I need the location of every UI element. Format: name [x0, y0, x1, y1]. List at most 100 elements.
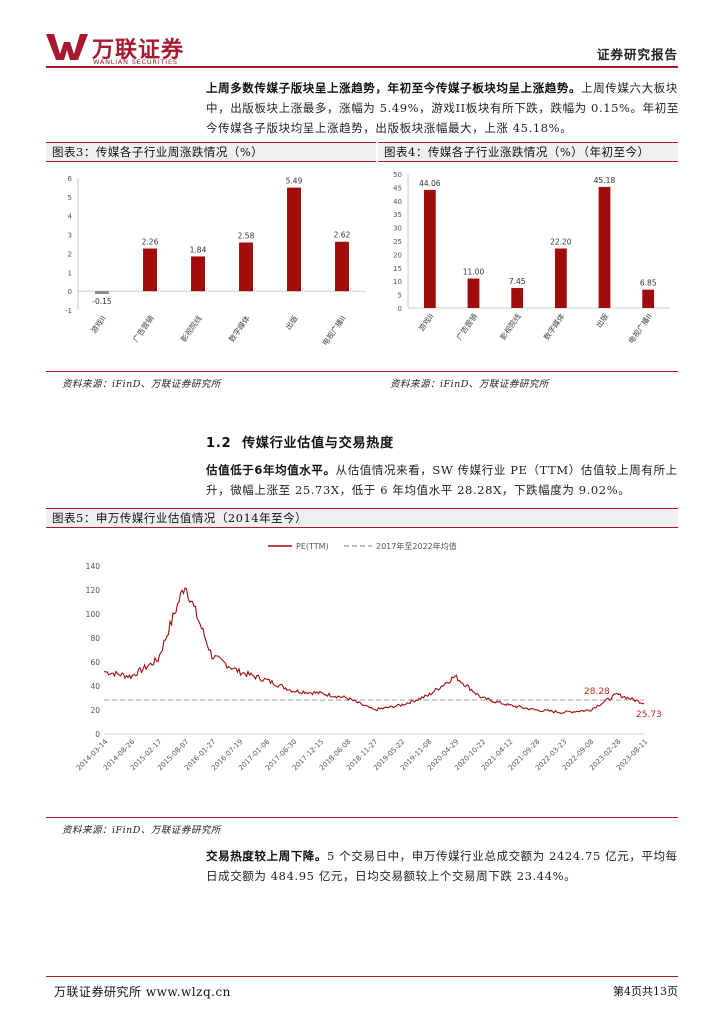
- section-name: 传媒行业估值与交易热度: [242, 436, 394, 451]
- bar: [95, 291, 109, 294]
- bar-value-label: -0.15: [92, 297, 112, 306]
- y-tick-label: 40: [393, 198, 402, 206]
- bar: [423, 189, 436, 308]
- bar-value-label: 22.20: [550, 238, 572, 247]
- bar-value-label: 2.62: [334, 231, 351, 240]
- header-divider: [46, 66, 678, 68]
- category-label: 出版: [283, 313, 300, 331]
- bar-value-label: 44.06: [419, 179, 441, 188]
- y-tick-label: 2: [68, 250, 72, 258]
- y-tick-label: 20: [90, 706, 100, 715]
- bar-value-label: 7.45: [509, 277, 526, 286]
- figure5-bottom-line: [46, 817, 678, 818]
- y-tick-label: -1: [65, 307, 72, 315]
- figure4-source: 资料来源：iFinD、万联证券研究所: [390, 379, 549, 390]
- latest-pe-annotation: 25.73: [636, 710, 662, 720]
- y-tick-label: 0: [398, 305, 402, 313]
- y-tick-label: 80: [90, 634, 100, 643]
- logo-english: WANLIAN SECURITIES: [93, 58, 178, 66]
- bar: [511, 288, 524, 308]
- pe-valuation-chart: PE(TTM) 2017年至2022年均值02040608010012014020…: [75, 541, 662, 772]
- y-tick-label: 20: [393, 251, 402, 259]
- bar: [467, 278, 480, 308]
- y-tick-label: 40: [90, 682, 100, 691]
- figure34-bottom-line: [46, 371, 678, 372]
- y-tick-label: 30: [393, 225, 402, 233]
- bar-value-label: 1.84: [190, 245, 207, 254]
- y-tick-label: 3: [68, 232, 72, 240]
- bar-value-label: 45.18: [594, 176, 616, 185]
- category-label: 广告营销: [130, 313, 156, 344]
- category-label: 出版: [593, 311, 610, 329]
- bar: [598, 186, 611, 308]
- figure4-title: 图表4：传媒各子行业涨跌情况（%）（年初至今）: [378, 142, 678, 162]
- legend-avg-label: 2017年至2022年均值: [376, 541, 457, 551]
- valuation-text: 从估值情况来看，SW 传媒行业 PE（TTM）估值较上周有所上升，微幅上涨至 2…: [206, 463, 678, 497]
- y-tick-label: 6: [68, 175, 73, 183]
- intro-text: 上周传媒六大板块中，出版板块上涨最多，涨幅为 5.49%，游戏II板块有所下跌，…: [206, 81, 679, 135]
- figure3-title: 图表3：传媒各子行业周涨跌情况（%）: [46, 142, 376, 162]
- y-tick-label: 0: [68, 288, 72, 296]
- y-tick-label: 0: [95, 730, 100, 739]
- figure3-source: 资料来源：iFinD、万联证券研究所: [62, 379, 221, 390]
- category-label: 广告营销: [454, 311, 480, 342]
- y-tick-label: 120: [86, 586, 101, 595]
- section-number: 1.2: [206, 436, 232, 451]
- bar: [287, 187, 301, 292]
- y-tick-label: 1: [68, 269, 72, 277]
- bar: [191, 256, 205, 292]
- bar-value-label: 6.85: [640, 279, 657, 288]
- page-header: 万联证券 WANLIAN SECURITIES 证券研究报告: [46, 30, 678, 66]
- ytd-change-chart: 0 5 10 15 20 25 30 35 40 45 50 44.06 游戏II 11.00 广告营销 7.…: [393, 171, 670, 345]
- category-label: 数字媒体: [226, 313, 252, 344]
- y-tick-label: 5: [68, 194, 72, 202]
- category-label: 影视院线: [497, 311, 523, 342]
- bar-value-label: 2.58: [238, 231, 255, 240]
- logo-text: 万联证券: [92, 38, 185, 63]
- y-tick-label: 100: [86, 610, 101, 619]
- bar-value-label: 2.26: [142, 238, 159, 247]
- valuation-paragraph: 估值低于6年均值水平。从估值情况来看，SW 传媒行业 PE（TTM）估值较上周有…: [206, 460, 680, 500]
- y-tick-label: 5: [398, 292, 402, 300]
- category-label: 电视广播II: [320, 313, 348, 347]
- weekly-change-chart: -1 0 1 2 3 4 5 6 -0.15 游戏II 2.26 广告营销 1.84 影视院线 2.58 数字…: [65, 175, 366, 347]
- y-tick-label: 45: [393, 184, 402, 192]
- y-tick-label: 60: [90, 658, 100, 667]
- intro-paragraph: 上周多数传媒子版块呈上涨趋势，年初至今传媒子板块均呈上涨趋势。上周传媒六大板块中…: [206, 78, 680, 138]
- bar-value-label: 5.49: [286, 177, 303, 186]
- footer-site: 万联证券研究所 www.wlzq.cn: [54, 985, 231, 999]
- figure5-source: 资料来源：iFinD、万联证券研究所: [62, 825, 221, 836]
- bar: [642, 289, 655, 308]
- y-tick-label: 4: [68, 213, 73, 221]
- bar: [335, 241, 349, 292]
- intro-bold: 上周多数传媒子版块呈上涨趋势，年初至今传媒子板块均呈上涨趋势。: [206, 81, 582, 95]
- bar-value-label: 11.00: [463, 268, 485, 277]
- trading-text: 5 个交易日中，申万传媒行业总成交额为 2424.75 亿元，平均每日成交额为 …: [206, 849, 678, 883]
- valuation-bold: 估值低于6年均值水平。: [206, 463, 336, 477]
- page-number: 第4页共13页: [613, 985, 678, 998]
- category-label: 影视院线: [178, 313, 204, 344]
- y-tick-label: 50: [393, 171, 402, 179]
- y-tick-label: 35: [393, 211, 402, 219]
- y-tick-label: 15: [393, 265, 402, 273]
- average-annotation: 28.28: [584, 687, 610, 697]
- bar: [143, 248, 157, 292]
- category-label: 游戏II: [88, 313, 107, 335]
- trading-paragraph: 交易热度较上周下降。5 个交易日中，申万传媒行业总成交额为 2424.75 亿元…: [206, 846, 680, 886]
- report-type: 证券研究报告: [596, 47, 678, 62]
- footer-divider: [46, 976, 678, 977]
- figure5-title: 图表5：申万传媒行业估值情况（2014年至今）: [46, 508, 678, 528]
- category-label: 数字媒体: [541, 311, 567, 342]
- category-label: 电视广播II: [626, 311, 654, 345]
- y-tick-label: 10: [393, 278, 402, 286]
- wanlian-logo-icon: [46, 34, 88, 60]
- trading-bold: 交易热度较上周下降。: [206, 849, 327, 863]
- legend-pe-label: PE(TTM): [296, 542, 329, 551]
- bar: [554, 248, 567, 308]
- category-label: 游戏II: [416, 311, 435, 333]
- pe-series-line: [103, 587, 645, 715]
- y-tick-label: 140: [86, 562, 101, 571]
- y-tick-label: 25: [393, 238, 402, 246]
- bar: [239, 242, 253, 292]
- section-title: 1.2 传媒行业估值与交易热度: [206, 432, 394, 451]
